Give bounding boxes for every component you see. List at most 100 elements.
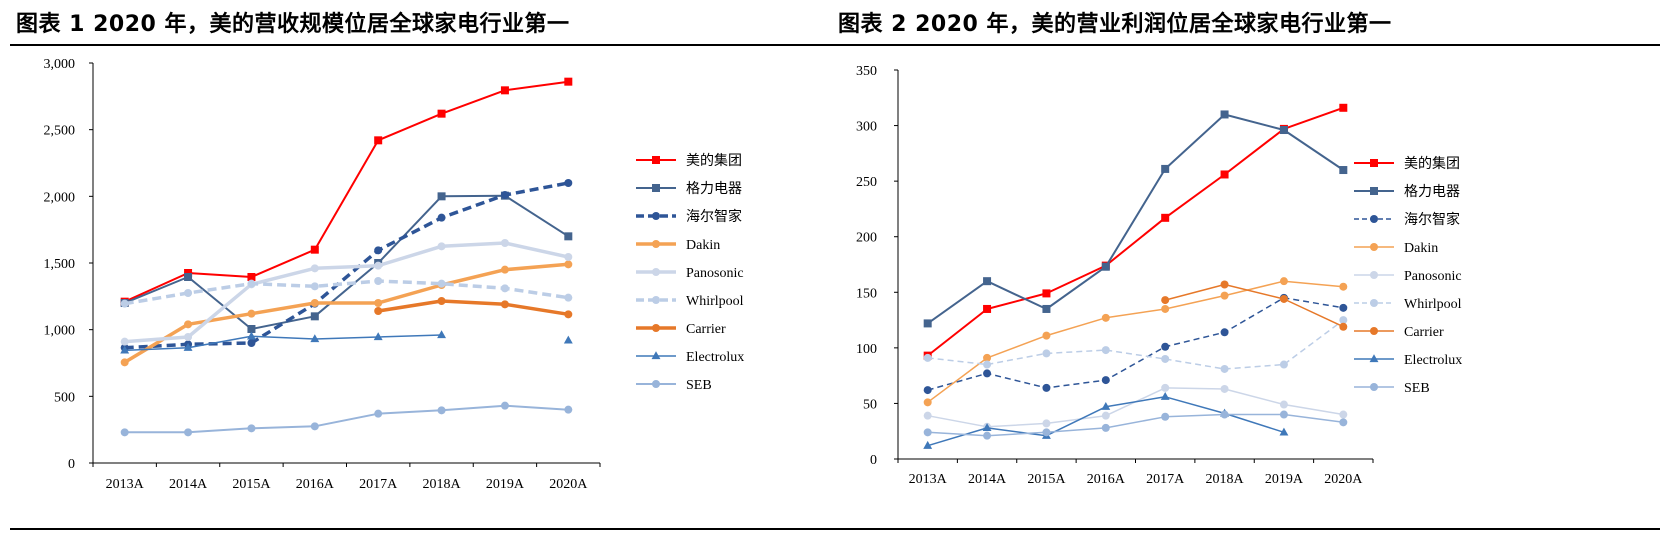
- data-point: [923, 398, 932, 407]
- data-point: [1161, 354, 1170, 363]
- series-line-5: [927, 319, 1344, 370]
- x-tick-label: 2017A: [1146, 472, 1185, 487]
- legend-label: Dakin: [686, 238, 720, 253]
- data-point: [923, 428, 932, 437]
- chart-2: 0 50 100 150 200 250 300 350 2013A 2014A 2015A 2016…: [856, 64, 1462, 487]
- series-line-5: [124, 279, 569, 306]
- y-tick-label: 2,500: [44, 124, 76, 139]
- data-point: [1220, 364, 1229, 373]
- x-tick-label: 2014A: [968, 472, 1007, 487]
- data-point: [374, 277, 383, 285]
- x-tick-label: 2015A: [1027, 472, 1066, 487]
- data-point: [500, 191, 509, 199]
- data-point: [1279, 400, 1288, 409]
- data-point: [1161, 304, 1170, 313]
- legend-label: Whirlpool: [1404, 297, 1462, 312]
- data-point: [374, 136, 383, 145]
- x-tick-label: 2013A: [909, 472, 948, 487]
- data-point: [1042, 428, 1051, 437]
- data-point: [1220, 280, 1229, 289]
- data-point: [437, 109, 446, 118]
- data-point: [1220, 410, 1229, 419]
- legend-label: SEB: [1404, 381, 1430, 396]
- data-point: [500, 401, 509, 410]
- data-point: [983, 360, 992, 369]
- data-point: [1339, 410, 1348, 419]
- data-point: [310, 245, 319, 254]
- data-point: [310, 334, 320, 343]
- data-point: [500, 239, 509, 247]
- legend-label: 格力电器: [1404, 184, 1460, 200]
- data-point: [246, 331, 256, 340]
- x-tick-label: 2017A: [359, 477, 398, 492]
- data-point: [247, 424, 256, 433]
- data-point: [1042, 304, 1051, 313]
- legend-label: Carrier: [686, 322, 726, 337]
- y-tick-label: 150: [856, 286, 877, 301]
- legend-marker: [652, 296, 660, 304]
- legend-label: Panosonic: [1404, 269, 1462, 284]
- legend-label: SEB: [686, 378, 712, 393]
- data-point: [437, 242, 446, 251]
- x-tick-label: 2016A: [1087, 472, 1126, 487]
- x-tick-label: 2015A: [232, 477, 271, 492]
- x-tick-label: 2014A: [169, 477, 208, 492]
- data-point: [1101, 411, 1110, 420]
- data-point: [1161, 342, 1170, 351]
- data-point: [923, 411, 932, 420]
- data-point: [1339, 322, 1348, 331]
- y-tick-label: 350: [856, 64, 877, 79]
- data-point: [564, 179, 573, 187]
- series-line-6: [377, 299, 569, 317]
- series-line-8: [124, 404, 569, 434]
- x-tick-label: 2019A: [1265, 472, 1304, 487]
- y-tick-label: 0: [68, 457, 75, 472]
- data-point: [247, 339, 256, 347]
- data-point: [247, 325, 256, 333]
- data-point: [310, 422, 319, 431]
- data-point: [184, 428, 193, 437]
- legend-marker: [652, 184, 660, 192]
- data-point: [1339, 316, 1348, 325]
- data-point: [1042, 383, 1051, 392]
- legend-marker: [1370, 243, 1378, 251]
- data-point: [1220, 110, 1229, 119]
- data-point: [1339, 418, 1348, 427]
- data-point: [563, 335, 573, 344]
- y-tick-label: 50: [863, 397, 877, 412]
- data-point: [564, 293, 573, 302]
- data-point: [564, 310, 573, 319]
- data-point: [1279, 277, 1288, 286]
- data-point: [500, 284, 509, 293]
- data-point: [1279, 294, 1288, 303]
- data-point: [1042, 419, 1051, 428]
- series-line-6: [1165, 283, 1344, 328]
- data-point: [184, 333, 193, 341]
- data-point: [923, 319, 932, 328]
- data-point: [1339, 303, 1348, 312]
- legend-marker: [652, 324, 660, 332]
- data-point: [983, 369, 992, 378]
- legend-marker: [652, 268, 660, 276]
- x-tick-label: 2016A: [296, 477, 335, 492]
- data-point: [184, 289, 193, 297]
- chart-1-title: 图表 1 2020 年，美的营收规模位居全球家电行业第一: [16, 12, 570, 37]
- x-tick-label: 2018A: [1206, 472, 1245, 487]
- data-point: [1101, 346, 1110, 355]
- y-tick-label: 250: [856, 175, 877, 190]
- data-point: [310, 299, 319, 307]
- data-point: [564, 77, 573, 86]
- y-tick-label: 3,000: [44, 57, 76, 72]
- data-point: [310, 264, 319, 273]
- legend-label: 海尔智家: [686, 208, 742, 225]
- data-point: [983, 277, 992, 286]
- data-point: [1042, 349, 1051, 358]
- y-tick-label: 1,500: [44, 257, 76, 272]
- data-point: [120, 358, 129, 367]
- legend-label: Electrolux: [686, 350, 744, 365]
- y-tick-label: 2,000: [44, 190, 76, 205]
- data-point: [500, 265, 509, 274]
- data-point: [1101, 376, 1110, 385]
- data-point: [1101, 402, 1111, 410]
- data-point: [1279, 360, 1288, 369]
